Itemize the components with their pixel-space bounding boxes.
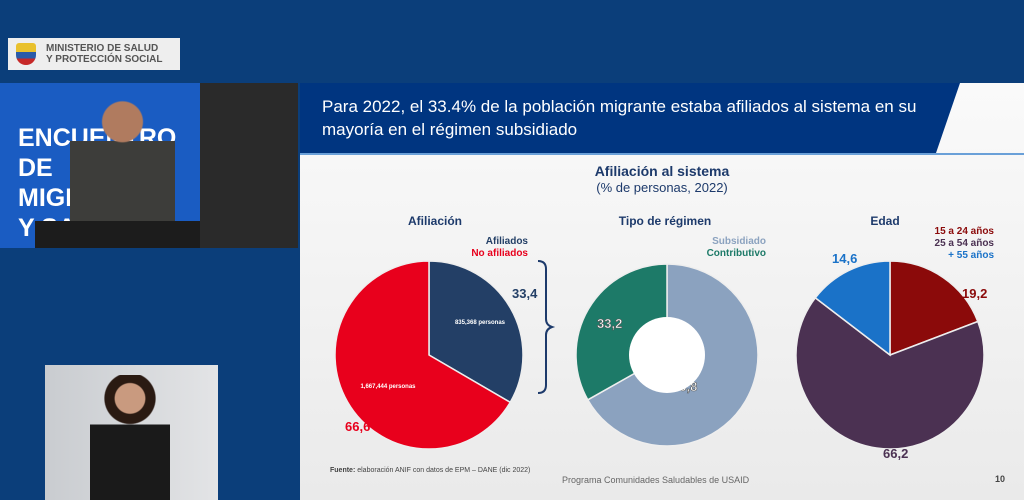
source-label: Fuente: [330, 467, 356, 474]
sign-language-video [45, 365, 218, 500]
data-label: 66,6 [345, 419, 370, 434]
pie-slice-2-2 [814, 260, 891, 357]
bracket [537, 260, 556, 394]
data-label: 66,2 [883, 446, 908, 461]
pie3-title: Edad [870, 214, 900, 228]
legend-no-afiliados: No afiliados [471, 248, 528, 259]
pie-slice-2-1 [795, 296, 985, 450]
data-label: 19,2 [962, 286, 987, 301]
afiliados-count: 835,368 personas [455, 320, 506, 326]
data-label: 14,6 [832, 251, 857, 266]
source-text: elaboración ANIF con datos de EPM – DANE… [357, 467, 531, 474]
logo-line1: MINISTERIO DE SALUD [46, 43, 159, 54]
ministry-logo: MINISTERIO DE SALUD Y PROTECCIÓN SOCIAL [8, 38, 180, 70]
chart-subtitle: (% de personas, 2022) [596, 180, 728, 195]
page-number: 10 [995, 474, 1006, 484]
coat-of-arms-icon [16, 43, 36, 65]
speaker-video: ENCUENTRO DE MIGRANTES Y SALUD [0, 83, 298, 248]
pie2-title: Tipo de régimen [618, 214, 712, 228]
slide-title: Para 2022, el 33.4% de la población migr… [300, 83, 960, 153]
pie1-title: Afiliación [407, 214, 462, 228]
interpreter [90, 375, 170, 500]
legend-subsidiado: Subsidiado [712, 236, 766, 247]
legend-15-24: 15 a 24 años [934, 226, 994, 237]
pie-slice-2-0 [889, 260, 979, 357]
logo-line2: Y PROTECCIÓN SOCIAL [46, 54, 163, 65]
pie-slice-0-1 [334, 260, 512, 450]
source: Fuente: elaboración ANIF con datos de EP… [330, 467, 530, 474]
data-label: 33,4 [512, 286, 538, 301]
legend-55: + 55 años [948, 250, 994, 261]
divider [300, 153, 1024, 155]
legend-25-54: 25 a 54 años [934, 238, 994, 249]
pie-slice-0-0 [428, 260, 524, 404]
donut-hole [629, 317, 705, 393]
no-afiliados-count: 1,667,444 personas [360, 384, 416, 390]
data-label: 33,2 [597, 316, 622, 331]
legend-contributivo: Contributivo [706, 248, 766, 259]
podium [35, 221, 200, 248]
chart-title: Afiliación al sistema [594, 163, 730, 179]
presentation-slide: Para 2022, el 33.4% de la población migr… [300, 83, 1024, 500]
footer: Programa Comunidades Saludables de USAID [562, 475, 750, 485]
legend-afiliados: Afiliados [485, 236, 528, 247]
